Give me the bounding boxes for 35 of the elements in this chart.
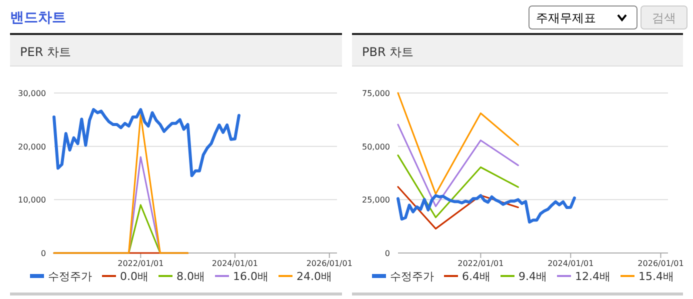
legend-label: 15.4배 xyxy=(638,270,674,283)
y-tick-label: 10,000 xyxy=(18,196,46,205)
y-tick-label: 25,000 xyxy=(362,196,390,205)
y-tick-label: 20,000 xyxy=(18,142,46,152)
legend-label: 수정주가 xyxy=(48,270,92,283)
line-series xyxy=(52,108,240,178)
legend-label: 24.0배 xyxy=(296,270,332,283)
select: 주재무제표 xyxy=(528,6,638,30)
y-tick-label: 50,000 xyxy=(362,142,390,152)
button: 검색 xyxy=(640,6,688,30)
legend-label: 6.4배 xyxy=(462,270,490,283)
legend-label: 12.4배 xyxy=(575,270,610,283)
line-series xyxy=(397,186,519,230)
x-tick-label: 2022/01/01 xyxy=(118,259,164,268)
page-title: 밴드차트 xyxy=(10,10,66,26)
x-tick-label: 2022/01/01 xyxy=(458,259,504,268)
chart-title: PER 차트 xyxy=(20,45,71,59)
legend-label: 수정주가 xyxy=(390,270,434,283)
y-tick-label: 0 xyxy=(384,249,390,258)
legend-label: 8.0배 xyxy=(176,270,205,283)
legend-label: 0.0배 xyxy=(120,270,148,283)
legend-label: 9.4배 xyxy=(518,270,547,283)
y-tick-label: 75,000 xyxy=(362,89,390,98)
y-tick-label: 30,000 xyxy=(18,89,46,98)
line-series xyxy=(396,194,576,224)
line-series xyxy=(397,154,519,218)
x-tick-label: 2024/01/01 xyxy=(212,259,258,268)
line-series xyxy=(397,92,519,195)
x-tick-label: 2026/01/01 xyxy=(638,259,684,268)
x-tick-label: 2026/01/01 xyxy=(306,259,352,268)
x-tick-label: 2024/01/01 xyxy=(548,259,594,268)
chart-title: PBR 차트 xyxy=(362,45,414,59)
legend-label: 16.0배 xyxy=(233,270,268,283)
line-series xyxy=(397,124,519,208)
y-tick-label: 0 xyxy=(40,249,46,258)
